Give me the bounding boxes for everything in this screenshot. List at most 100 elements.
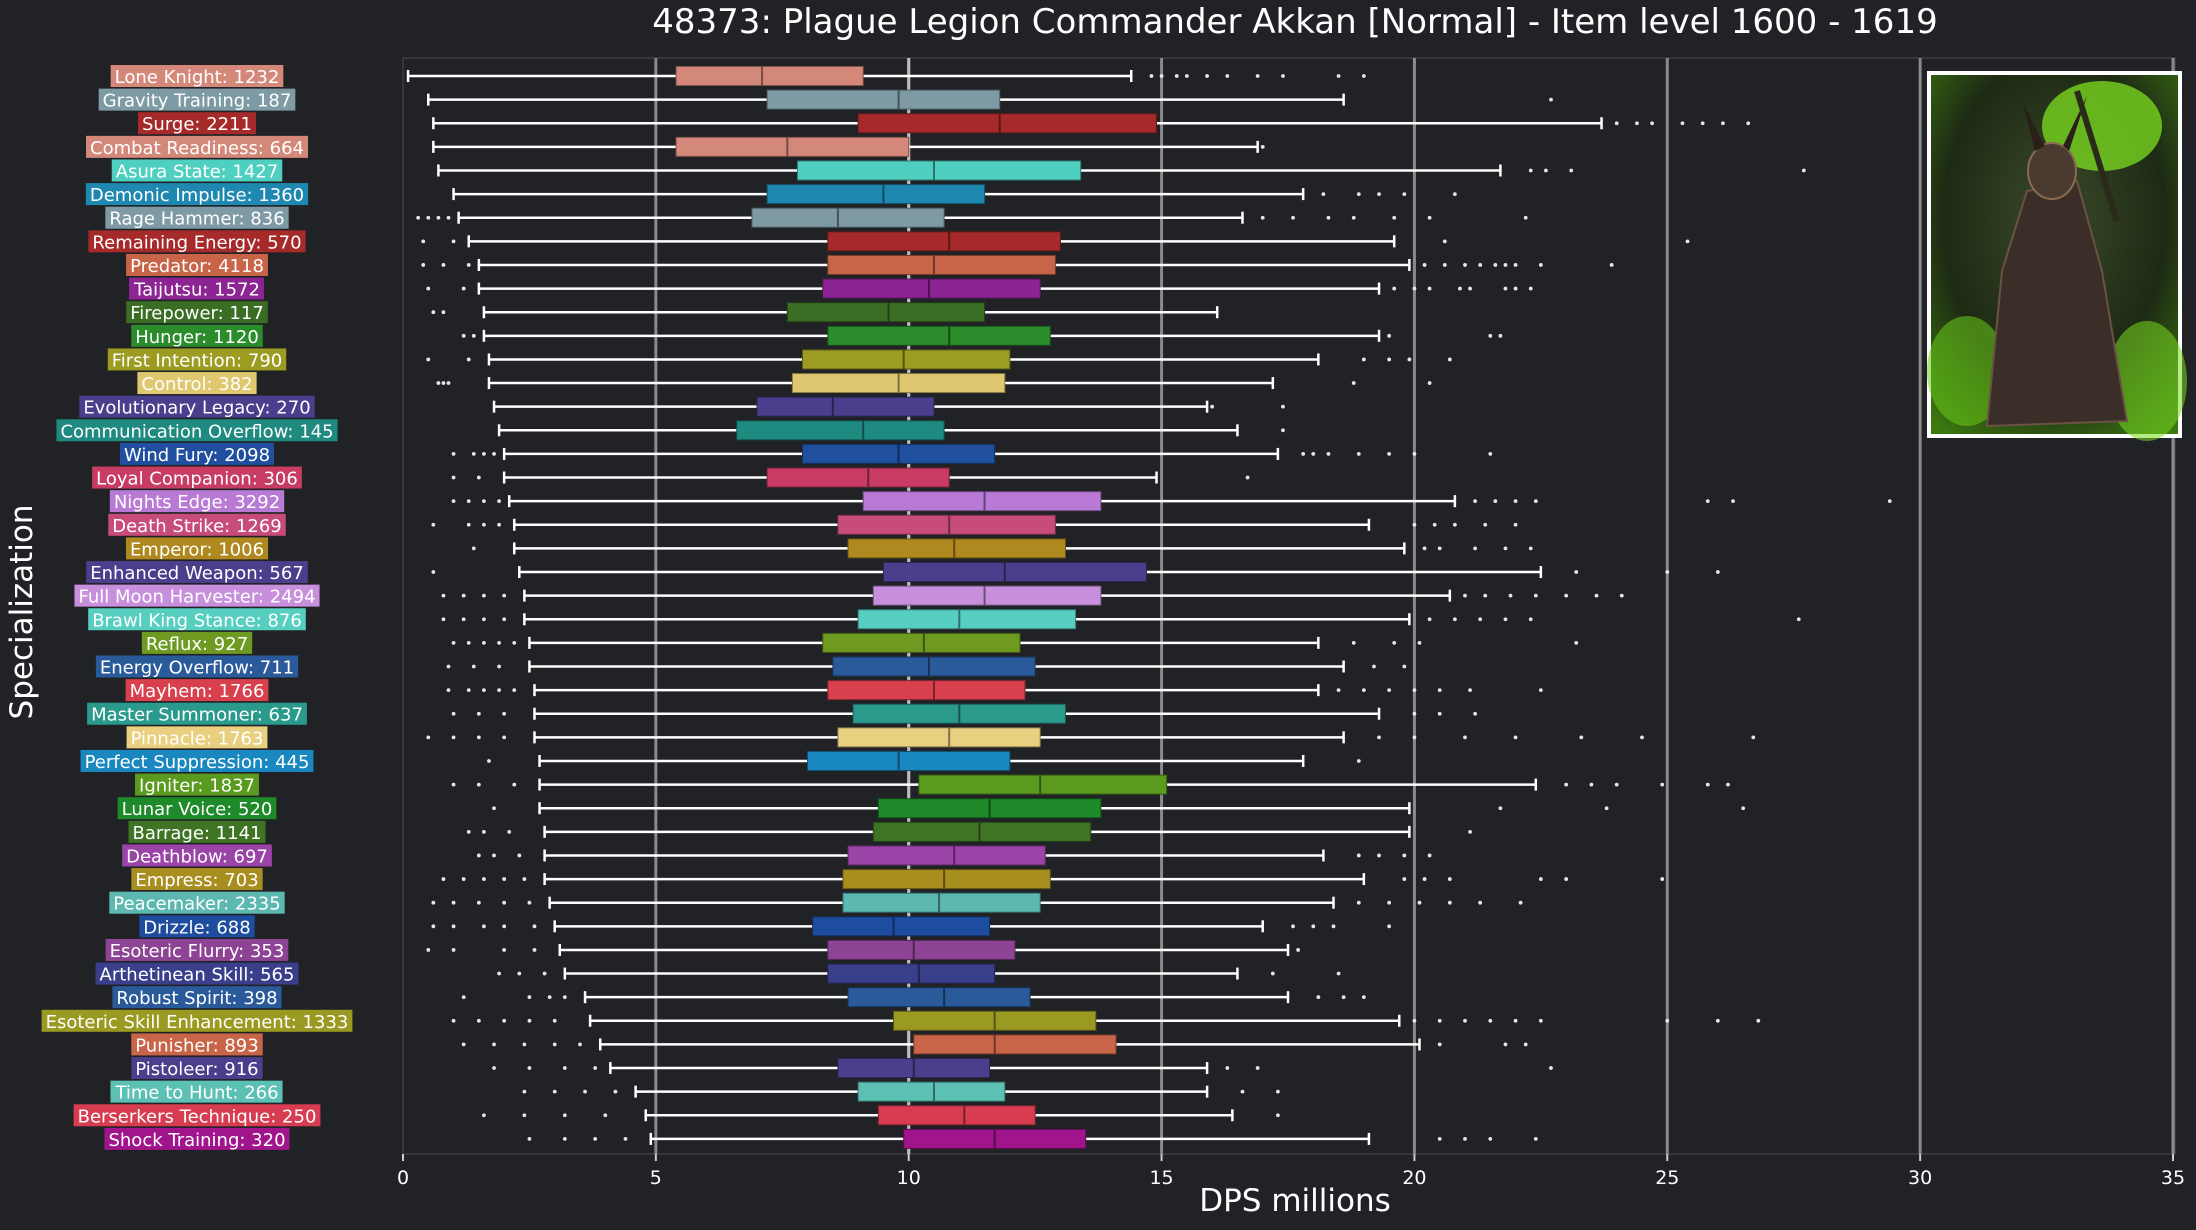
iqr-box	[832, 656, 1036, 677]
category-label-background	[135, 773, 259, 796]
category-label: Perfect Suppression: 445	[85, 752, 310, 773]
iqr-box	[675, 66, 864, 86]
outlier-point	[1452, 617, 1457, 622]
category-label: Wind Fury: 2098	[124, 445, 270, 466]
outlier-point	[1594, 593, 1599, 598]
x-tick-label: 10	[897, 1167, 921, 1189]
outlier-point	[1417, 900, 1422, 905]
outlier-point	[497, 499, 501, 504]
outlier-point	[497, 971, 501, 976]
outlier-point	[466, 522, 471, 527]
category-label: Death Strike: 1269	[112, 516, 282, 537]
outlier-point	[497, 664, 501, 669]
outlier-point	[522, 877, 527, 881]
category-label-background	[110, 1080, 283, 1103]
outlier-point	[1609, 263, 1614, 267]
outlier-point	[1275, 1089, 1280, 1094]
category-label-background	[131, 1033, 263, 1056]
outlier-point	[1326, 215, 1331, 220]
outlier-point	[446, 381, 451, 385]
iqr-box	[913, 1034, 1117, 1055]
outlier-layer	[416, 74, 1892, 1141]
outlier-point	[1589, 782, 1594, 787]
outlier-point	[1478, 263, 1483, 267]
outlier-point	[1468, 829, 1472, 834]
outlier-point	[482, 829, 486, 834]
category-label-background	[139, 915, 255, 938]
outlier-point	[1513, 499, 1518, 504]
category-label: Communication Overflow: 145	[60, 421, 333, 442]
outlier-point	[593, 1066, 598, 1070]
outlier-point	[1640, 735, 1644, 740]
outlier-point	[502, 877, 507, 881]
outlier-point	[532, 948, 537, 952]
outlier-point	[527, 1066, 532, 1070]
outlier-point	[1412, 735, 1417, 740]
outlier-point	[1407, 357, 1412, 362]
outlier-point	[1387, 333, 1392, 338]
category-label: Firepower: 117	[130, 303, 264, 324]
outlier-point	[507, 829, 512, 834]
outlier-point	[1225, 1066, 1230, 1070]
outlier-point	[1574, 570, 1579, 574]
outlier-point	[527, 1137, 532, 1141]
category-label-background	[119, 442, 275, 465]
category-label: Combat Readiness: 664	[90, 138, 304, 159]
outlier-point	[1478, 900, 1483, 905]
outlier-point	[1311, 452, 1316, 456]
outlier-point	[542, 971, 547, 976]
outlier-point	[436, 381, 441, 385]
iqr-box	[786, 302, 986, 323]
category-label: Time to Hunt: 266	[114, 1083, 278, 1104]
outlier-point	[466, 829, 471, 834]
outlier-point	[451, 499, 456, 504]
outlier-point	[1331, 924, 1336, 929]
outlier-point	[451, 900, 456, 905]
outlier-point	[431, 570, 436, 574]
outlier-point	[482, 877, 486, 881]
outlier-point	[1715, 570, 1720, 574]
category-label-background	[95, 962, 299, 985]
category-label-background	[41, 1009, 353, 1032]
outlier-point	[497, 688, 501, 693]
outlier-point	[1321, 192, 1326, 197]
outlier-point	[1498, 333, 1503, 338]
outlier-point	[1159, 74, 1164, 78]
outlier-point	[1518, 900, 1523, 905]
category-label: Energy Overflow: 711	[100, 658, 294, 679]
category-label: Igniter: 1837	[139, 776, 255, 797]
outlier-point	[476, 1018, 481, 1023]
outlier-point	[1402, 664, 1407, 669]
outlier-point	[1513, 286, 1518, 291]
category-label-background	[98, 88, 296, 111]
category-label: Shock Training: 320	[108, 1130, 285, 1151]
outlier-point	[1538, 688, 1543, 693]
outlier-point	[1463, 735, 1467, 740]
outlier-point	[552, 1089, 557, 1094]
outlier-point	[1255, 1066, 1260, 1070]
category-label-background	[131, 1057, 263, 1080]
category-label-background	[79, 395, 315, 418]
outlier-point	[466, 688, 471, 693]
outlier-point	[426, 357, 431, 362]
portrait-staff	[2074, 90, 2120, 222]
outlier-point	[1528, 286, 1533, 291]
outlier-point	[482, 640, 486, 645]
category-label-background	[137, 112, 257, 135]
outlier-point	[502, 711, 507, 716]
outlier-point	[492, 1066, 496, 1070]
category-label: Predator: 4118	[130, 256, 264, 277]
outlier-point	[1746, 121, 1751, 126]
category-label-background	[56, 419, 338, 442]
outlier-point	[451, 239, 456, 244]
outlier-point	[1579, 735, 1584, 740]
outlier-point	[1468, 688, 1472, 693]
outlier-point	[1387, 688, 1392, 693]
outlier-point	[1361, 74, 1366, 78]
outlier-point	[1751, 735, 1756, 740]
outlier-point	[502, 735, 507, 740]
outlier-point	[1387, 452, 1392, 456]
outlier-point	[1291, 215, 1295, 220]
category-label-background	[87, 702, 307, 725]
outlier-point	[476, 735, 481, 740]
